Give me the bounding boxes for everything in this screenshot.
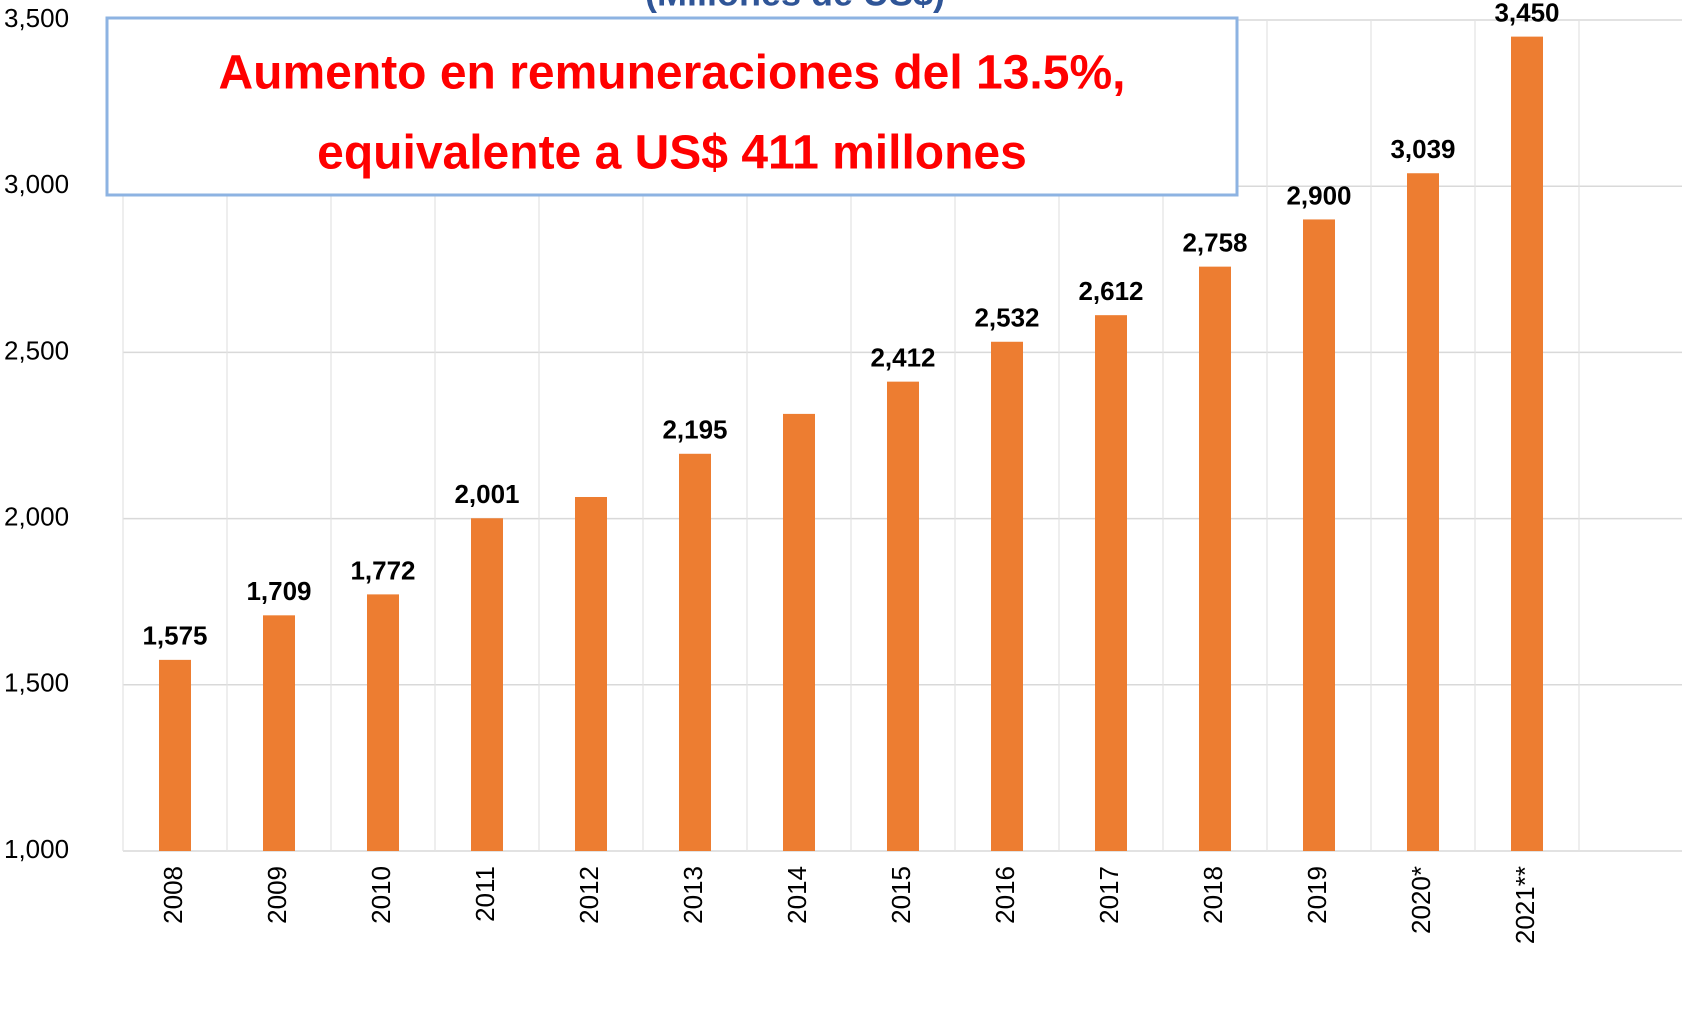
annotation-text: Aumento en remuneraciones del 13.5%, — [219, 47, 1126, 100]
x-tick-label: 2021** — [1510, 866, 1540, 944]
bar — [471, 518, 503, 851]
value-label: 1,772 — [350, 555, 415, 585]
value-label: 1,575 — [142, 621, 207, 651]
bar — [1303, 219, 1335, 851]
bar — [1511, 36, 1543, 852]
bar — [991, 341, 1023, 851]
value-label: 3,039 — [1390, 134, 1455, 164]
y-tick-label: 2,500 — [4, 335, 69, 365]
value-label: 2,532 — [974, 303, 1039, 333]
bar — [367, 594, 399, 851]
chart-subtitle: (Millones de US$) — [645, 0, 945, 14]
value-label: 2,612 — [1078, 276, 1143, 306]
value-label: 2,412 — [870, 343, 935, 373]
bar — [783, 413, 815, 851]
bar — [263, 615, 295, 851]
value-label: 1,709 — [246, 576, 311, 606]
y-tick-label: 1,000 — [4, 834, 69, 864]
x-tick-label: 2018 — [1198, 866, 1228, 924]
value-label: 3,450 — [1494, 0, 1559, 27]
value-label: 2,001 — [454, 479, 519, 509]
bar — [679, 453, 711, 851]
annotation-box — [105, 16, 1239, 197]
bar — [1407, 173, 1439, 852]
x-tick-label: 2008 — [158, 866, 188, 924]
x-tick-label: 2009 — [262, 866, 292, 924]
value-label: 2,195 — [662, 415, 727, 445]
y-tick-label: 2,000 — [4, 501, 69, 531]
annotation-text: equivalente a US$ 411 millones — [317, 127, 1027, 180]
x-tick-label: 2012 — [574, 866, 604, 924]
value-label: 2,900 — [1286, 180, 1351, 210]
bar — [1199, 266, 1231, 851]
y-tick-label: 3,000 — [4, 169, 69, 199]
bar — [159, 659, 191, 851]
x-tick-label: 2017 — [1094, 866, 1124, 924]
x-tick-label: 2020* — [1406, 866, 1436, 934]
y-tick-label: 3,500 — [4, 3, 69, 33]
bar — [1095, 315, 1127, 851]
x-tick-label: 2016 — [990, 866, 1020, 924]
x-tick-label: 2019 — [1302, 866, 1332, 924]
x-tick-label: 2013 — [678, 866, 708, 924]
bar — [575, 496, 607, 851]
value-label: 2,758 — [1182, 228, 1247, 258]
x-tick-label: 2011 — [470, 866, 500, 922]
x-tick-label: 2015 — [886, 866, 916, 924]
x-tick-label: 2014 — [782, 866, 812, 924]
bar — [887, 381, 919, 851]
y-tick-label: 1,500 — [4, 668, 69, 698]
x-tick-label: 2010 — [366, 866, 396, 924]
